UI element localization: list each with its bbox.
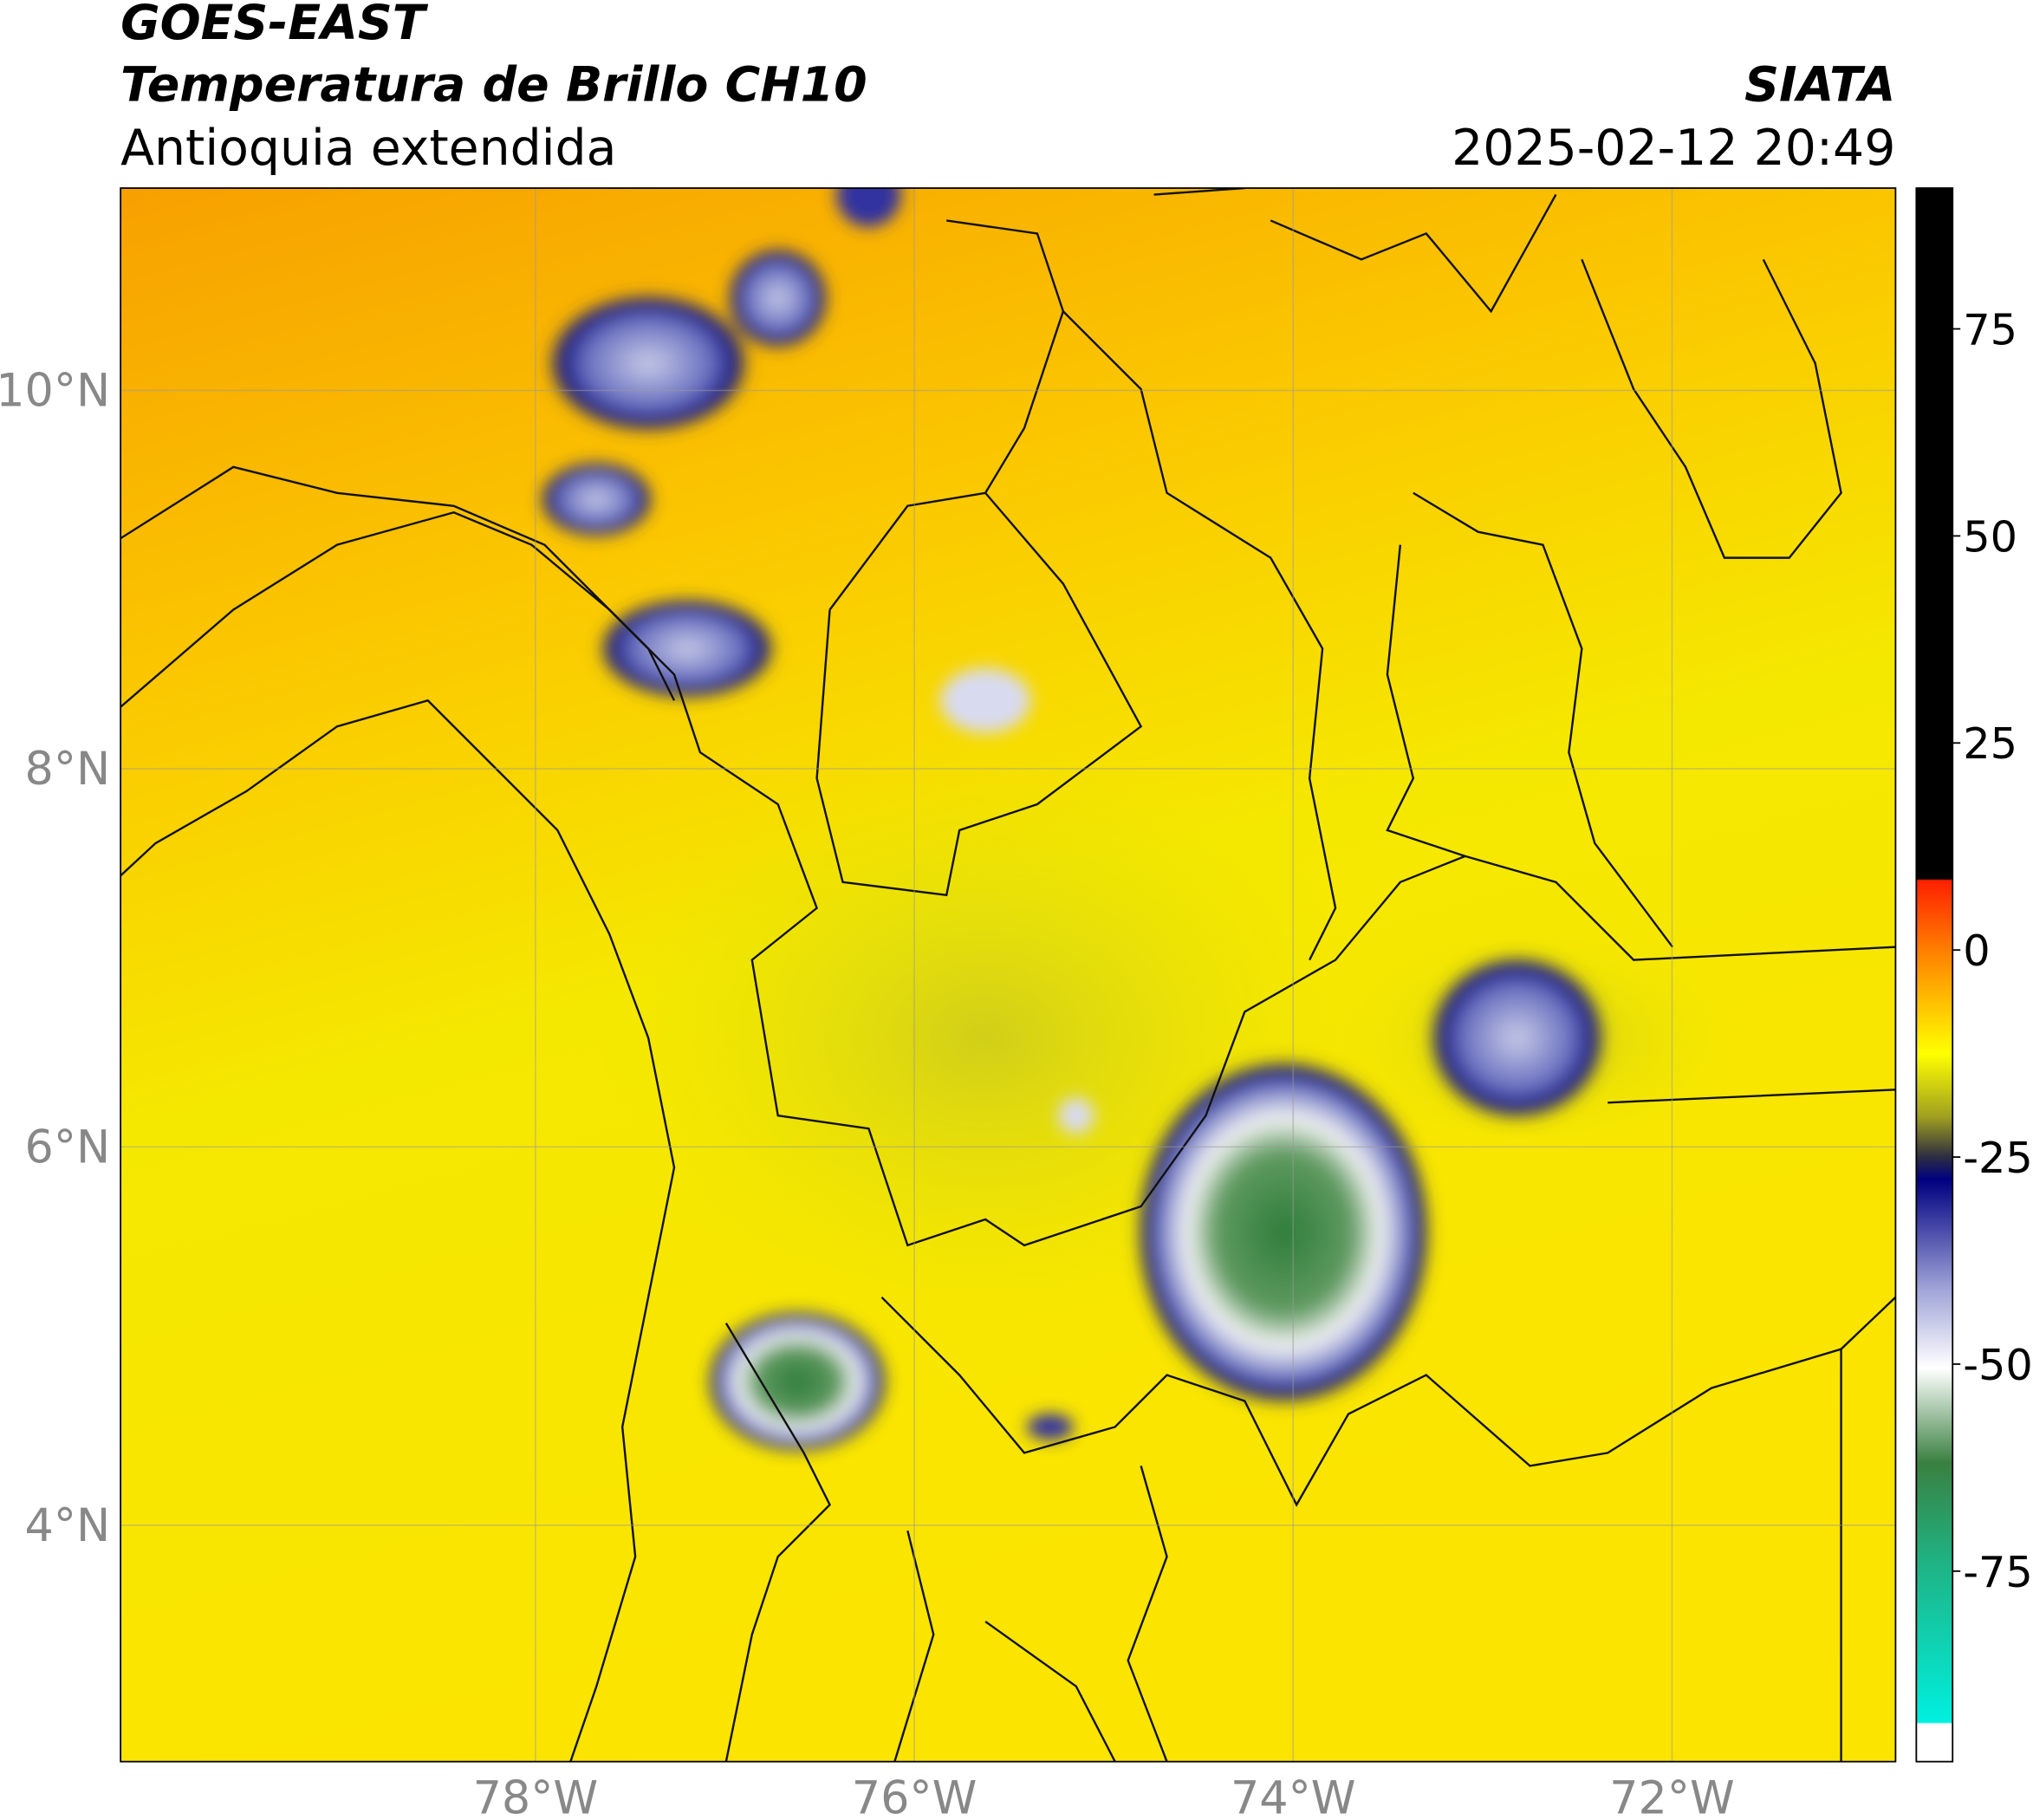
boundary (815, 491, 1143, 897)
coastline (120, 699, 676, 1762)
subtitle: Temperatura de Brillo CH10 (120, 58, 867, 114)
lat-tick-label: 6°N (25, 1121, 111, 1173)
colorbar-tick-label: 0 (1963, 926, 1990, 976)
region: Antioquia extendida (120, 120, 616, 177)
boundaries (120, 188, 1896, 1762)
storm-cell (1134, 1056, 1433, 1408)
storm-cell (939, 667, 1031, 733)
boundary (120, 510, 1896, 1247)
colorbar (1915, 187, 1954, 1763)
storm-cell (725, 246, 830, 351)
storm-cell (544, 291, 752, 435)
storm-cell (537, 460, 655, 539)
boundary (724, 1089, 1896, 1762)
lon-tick-label: 72°W (1609, 1772, 1735, 1820)
map-frame (120, 187, 1897, 1763)
colorbar-tick-label: -50 (1963, 1340, 2033, 1390)
lon-tick-label: 76°W (852, 1772, 978, 1820)
storm-cell (1026, 1414, 1074, 1440)
source: SIATA (1744, 58, 1895, 114)
boundary (1386, 491, 1674, 948)
lat-tick-label: 10°N (0, 364, 110, 417)
colorbar-tick-label: 25 (1963, 718, 2017, 769)
storm-cell (706, 1310, 888, 1453)
colorbar-tick-label: 75 (1963, 304, 2017, 354)
map-image (120, 188, 1896, 1762)
colorbar-tick-label: 50 (1963, 511, 2017, 562)
boundary (946, 188, 1842, 961)
storm-cell (1426, 953, 1608, 1122)
colorbar-tick-label: -25 (1963, 1133, 2033, 1183)
lon-tick-label: 74°W (1231, 1772, 1356, 1820)
lon-tick-label: 78°W (473, 1772, 599, 1820)
storm-cell (596, 596, 778, 701)
colorbar-tick-label: -75 (1963, 1547, 2033, 1597)
boundary (120, 465, 676, 701)
graticule (120, 188, 1896, 1762)
storm-cell (1057, 1097, 1094, 1134)
lat-tick-label: 8°N (25, 743, 111, 796)
datetime: 2025-02-12 20:49 (1452, 120, 1895, 177)
lat-tick-label: 4°N (25, 1499, 111, 1552)
storm-cell (836, 188, 901, 227)
title: GOES-EAST (120, 0, 429, 51)
